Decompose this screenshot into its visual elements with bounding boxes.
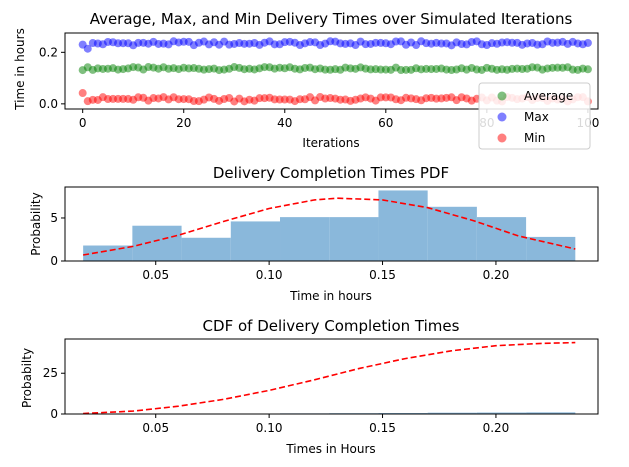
chart3-curve bbox=[83, 341, 576, 415]
chart1-points bbox=[78, 37, 592, 106]
legend-marker-min bbox=[497, 133, 507, 143]
chart1-point-min bbox=[78, 89, 87, 98]
chart2-ylabel: Probability bbox=[29, 192, 43, 255]
chart1-xtick-label: 0 bbox=[79, 116, 87, 130]
chart2-bar bbox=[181, 237, 231, 261]
chart1-legend: Average Max Min bbox=[478, 82, 591, 150]
legend-label-average: Average bbox=[524, 89, 573, 103]
chart3-ylabel: Probabilty bbox=[20, 348, 34, 408]
chart-cdf: CDF of Delivery Completion Times Probabi… bbox=[20, 317, 599, 456]
chart-pdf: Delivery Completion Times PDF Probabilit… bbox=[29, 164, 599, 303]
chart1-xtick-label: 20 bbox=[176, 116, 191, 130]
chart2-ticks: 0.05 0.10 0.15 0.20 0 5 bbox=[50, 211, 509, 282]
chart2-curve bbox=[82, 197, 576, 256]
chart1-xtick-label: 40 bbox=[277, 116, 292, 130]
chart2-bar bbox=[329, 217, 379, 261]
chart2-bar bbox=[526, 236, 576, 261]
chart2-frame bbox=[64, 186, 599, 262]
chart-delivery-times: Average, Max, and Min Delivery Times ove… bbox=[13, 10, 599, 150]
chart3-xtick-label: 0.10 bbox=[256, 421, 283, 435]
chart3-xtick-label: 0.15 bbox=[369, 421, 396, 435]
chart1-point-average bbox=[583, 65, 592, 74]
chart2-xlabel: Time in hours bbox=[289, 289, 372, 303]
chart3-ticks: 0.05 0.10 0.15 0.20 0 25 bbox=[43, 366, 510, 435]
chart1-xtick-label: 60 bbox=[378, 116, 393, 130]
chart2-xtick-label: 0.10 bbox=[256, 268, 283, 282]
legend-label-max: Max bbox=[524, 110, 549, 124]
chart3-bar bbox=[427, 412, 477, 414]
chart3-ytick-label: 25 bbox=[43, 366, 58, 380]
chart3-xtick-label: 0.20 bbox=[483, 421, 510, 435]
chart3-xtick-label: 0.05 bbox=[142, 421, 169, 435]
chart2-title: Delivery Completion Times PDF bbox=[213, 164, 449, 182]
chart2-bar bbox=[427, 206, 477, 261]
chart2-bar bbox=[280, 217, 330, 261]
chart2-bar bbox=[230, 221, 281, 261]
legend-box bbox=[478, 82, 591, 150]
chart2-xtick-label: 0.15 bbox=[369, 268, 396, 282]
chart1-ylabel: Time in hours bbox=[13, 28, 27, 111]
legend-marker-average bbox=[497, 91, 507, 101]
chart3-title: CDF of Delivery Completion Times bbox=[203, 317, 460, 335]
chart2-ytick-label: 5 bbox=[50, 211, 58, 225]
chart1-xlabel: Iterations bbox=[302, 136, 359, 150]
chart1-ytick-label: 0.0 bbox=[39, 97, 58, 111]
chart2-bars bbox=[83, 190, 576, 261]
chart1-point-max bbox=[83, 44, 92, 53]
chart3-bar bbox=[476, 412, 527, 414]
chart2-xtick-label: 0.05 bbox=[142, 268, 169, 282]
chart1-frame bbox=[64, 32, 599, 110]
chart3-curve-line bbox=[83, 341, 576, 415]
legend-label-min: Min bbox=[524, 131, 545, 145]
chart2-ytick-label: 0 bbox=[50, 254, 58, 268]
chart2-curve-line bbox=[82, 197, 576, 256]
chart2-bar bbox=[132, 225, 182, 261]
chart3-bar bbox=[526, 412, 576, 414]
legend-marker-max bbox=[497, 112, 507, 122]
chart2-bar bbox=[476, 217, 527, 261]
chart3-frame bbox=[64, 338, 599, 415]
chart2-bar bbox=[378, 190, 428, 261]
chart1-ytick-label: 0.2 bbox=[39, 45, 58, 59]
chart1-title: Average, Max, and Min Delivery Times ove… bbox=[90, 10, 573, 28]
chart3-ytick-label: 0 bbox=[50, 407, 58, 421]
chart2-bar bbox=[83, 245, 133, 261]
chart1-point-max bbox=[583, 38, 592, 47]
chart3-xlabel: Times in Hours bbox=[285, 442, 375, 456]
chart2-xtick-label: 0.20 bbox=[483, 268, 510, 282]
